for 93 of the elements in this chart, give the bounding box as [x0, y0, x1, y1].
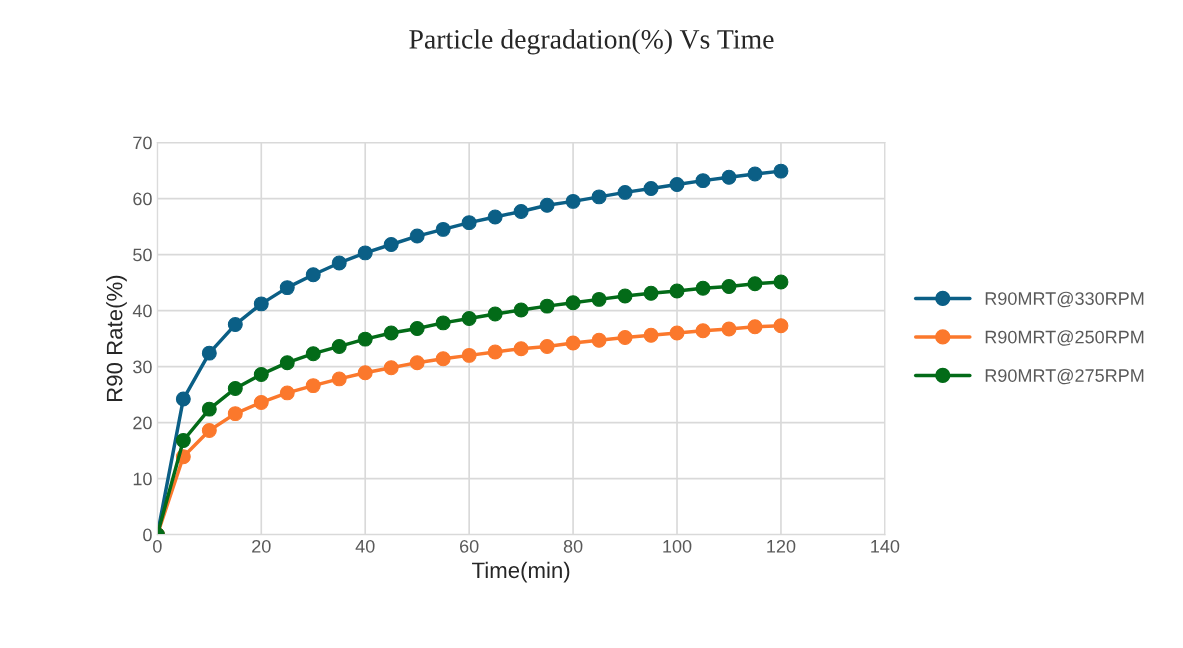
point — [357, 245, 373, 261]
point — [513, 203, 529, 219]
point — [591, 189, 607, 205]
point — [279, 355, 295, 371]
x-tick-label: 60 — [460, 539, 479, 553]
point — [617, 330, 633, 345]
point — [461, 215, 477, 231]
point — [669, 283, 685, 299]
point — [513, 341, 529, 357]
y-tick-label: 0 — [143, 528, 152, 542]
point — [539, 338, 555, 354]
point — [539, 298, 555, 314]
point — [513, 302, 529, 318]
point — [773, 274, 789, 290]
point — [175, 391, 191, 407]
point — [669, 325, 685, 341]
point — [253, 296, 269, 312]
point — [409, 321, 425, 336]
point — [565, 335, 581, 351]
point — [435, 315, 451, 331]
point — [487, 306, 503, 322]
legend-label: R90MRT@330RPM — [985, 291, 1144, 308]
point — [201, 422, 217, 438]
point — [279, 385, 295, 401]
point — [331, 371, 347, 387]
point — [201, 345, 217, 361]
y-tick-label: 40 — [132, 304, 152, 318]
x-tick-label: 120 — [767, 539, 796, 553]
point — [747, 166, 763, 182]
x-tick-label: 20 — [252, 539, 271, 553]
x-tick-label: 0 — [153, 539, 162, 553]
point — [539, 197, 555, 213]
point — [409, 228, 425, 244]
point — [773, 318, 789, 334]
point — [721, 279, 737, 294]
point — [773, 163, 789, 179]
x-tick-label: 100 — [663, 539, 692, 553]
point — [383, 325, 399, 341]
point — [487, 344, 503, 360]
point — [721, 321, 737, 337]
point — [201, 401, 217, 417]
point — [253, 366, 269, 382]
point — [331, 338, 347, 354]
point — [409, 355, 425, 371]
y-tick-label: 50 — [133, 248, 152, 262]
x-tick-label: 40 — [355, 539, 375, 553]
point — [435, 351, 451, 367]
point — [617, 184, 633, 200]
point — [565, 193, 581, 209]
y-axis-title: R90 Rate(%) — [106, 275, 127, 401]
point — [305, 267, 321, 283]
point — [747, 319, 763, 335]
point — [331, 255, 347, 271]
point — [227, 380, 243, 396]
chart-title: Particle degradation(%) Vs Time — [409, 29, 774, 55]
point — [747, 276, 763, 292]
y-tick-label: 10 — [133, 472, 152, 486]
point — [617, 288, 633, 304]
y-tick-label: 30 — [133, 360, 152, 374]
point — [461, 347, 477, 363]
point — [695, 280, 711, 296]
point — [357, 331, 373, 347]
point — [669, 177, 685, 193]
point — [643, 285, 659, 301]
x-tick-label: 140 — [871, 539, 900, 553]
point — [591, 291, 607, 307]
point — [695, 173, 711, 189]
point — [461, 310, 477, 326]
point — [487, 209, 503, 225]
legend-label: R90MRT@275RPM — [985, 368, 1144, 385]
y-tick-label: 70 — [133, 136, 152, 150]
point — [643, 181, 659, 196]
y-tick-label: 20 — [133, 416, 152, 430]
point — [591, 332, 607, 348]
point — [383, 360, 399, 376]
point — [721, 169, 737, 185]
point — [305, 346, 321, 362]
point — [565, 295, 581, 311]
legend-label: R90MRT@250RPM — [985, 330, 1144, 346]
point — [227, 317, 243, 333]
point — [643, 327, 659, 343]
point — [305, 378, 321, 394]
point — [279, 280, 295, 296]
x-axis-title: Time(min) — [472, 561, 570, 583]
point — [695, 323, 711, 339]
point — [227, 406, 243, 422]
x-tick-label: 80 — [563, 539, 583, 553]
point — [253, 394, 269, 410]
point — [383, 237, 399, 252]
y-tick-label: 60 — [133, 192, 152, 206]
point — [435, 221, 451, 237]
point — [175, 433, 191, 448]
point — [357, 365, 373, 381]
